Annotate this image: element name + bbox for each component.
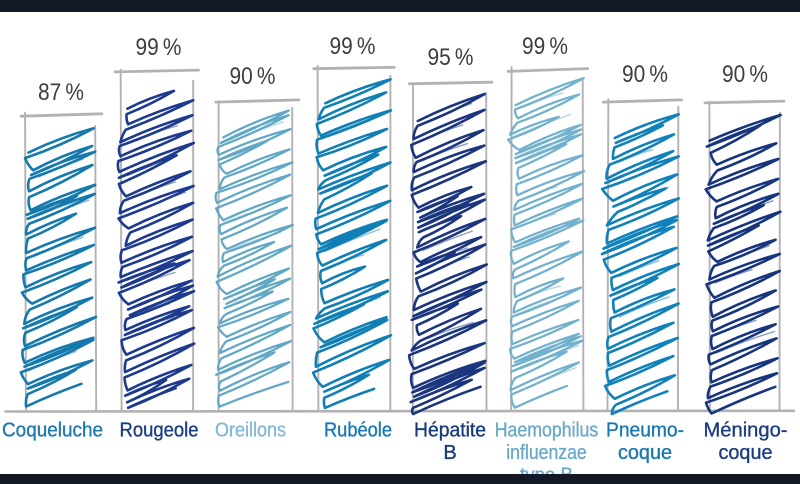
svg-text:90 %: 90 % [230,63,276,90]
svg-text:Oreillons: Oreillons [215,420,286,442]
svg-text:Hépatite: Hépatite [414,420,486,442]
svg-text:90 %: 90 % [622,61,668,88]
svg-text:99 %: 99 % [522,33,568,60]
svg-text:Pneumo-: Pneumo- [606,420,684,442]
svg-text:coque: coque [719,442,773,464]
svg-text:90 %: 90 % [722,61,768,88]
svg-text:Haemophilus: Haemophilus [495,420,599,442]
svg-text:Rubéole: Rubéole [324,420,392,442]
svg-text:Coqueluche: Coqueluche [2,420,103,442]
svg-text:influenzae: influenzae [506,442,587,464]
svg-text:99 %: 99 % [136,34,182,61]
svg-text:87 %: 87 % [38,79,84,106]
svg-text:Méningo-: Méningo- [704,420,788,442]
svg-text:Rougeole: Rougeole [120,420,199,442]
svg-text:coque: coque [618,442,672,464]
svg-text:B: B [443,442,456,464]
svg-text:95 %: 95 % [428,44,474,71]
svg-text:99 %: 99 % [330,33,376,60]
